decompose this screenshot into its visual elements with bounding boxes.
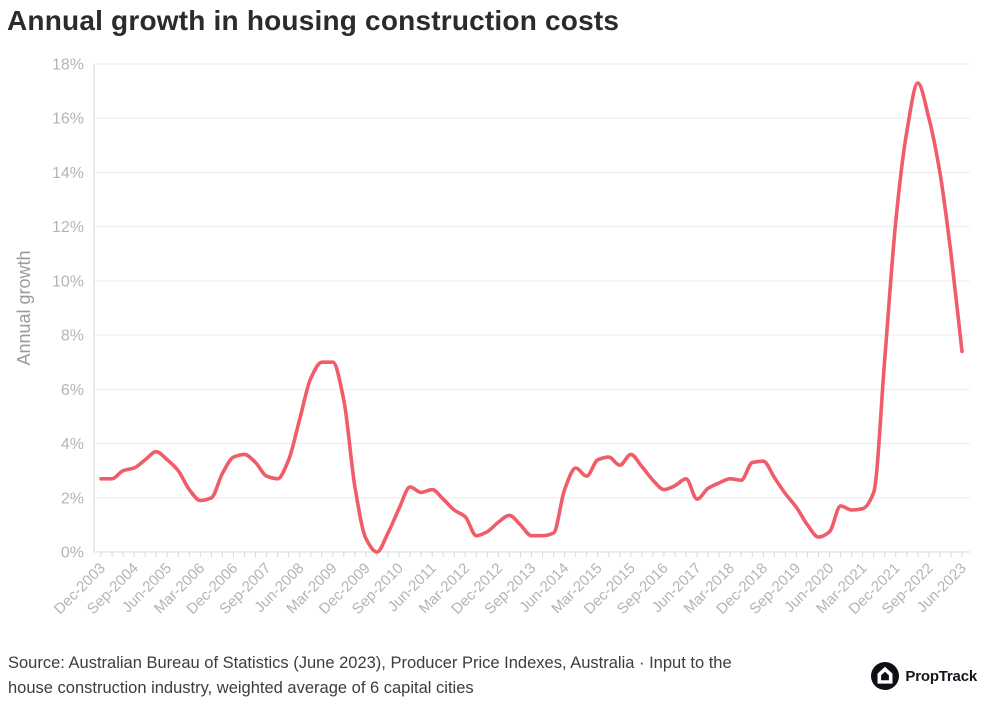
page-title: Annual growth in housing construction co… [7,5,620,36]
source-line-2: house construction industry, weighted av… [8,679,474,697]
y-tick-label: 6% [61,382,84,399]
y-tick-label: 8% [61,328,84,345]
y-tick-label: 4% [61,436,84,453]
y-tick-label: 12% [52,219,84,236]
proptrack-logo: PropTrack [871,662,977,690]
growth-line-series [99,81,964,554]
source-line-1: Source: Australian Bureau of Statistics … [8,654,732,672]
y-tick-label: 0% [61,545,84,562]
footer: Source: Australian Bureau of Statistics … [8,648,989,707]
y-tick-label: 10% [52,273,84,290]
proptrack-house-icon [871,662,900,690]
y-axis-title: Annual growth [14,250,34,365]
y-tick-label: 16% [52,111,84,128]
y-tick-label: 18% [52,57,84,74]
y-tick-label: 2% [61,490,84,507]
growth-line-chart: 0%2%4%6%8%10%12%14%16%18%Dec-2003Sep-200… [14,57,970,618]
y-tick-label: 14% [52,165,84,182]
brand-name: PropTrack [905,667,977,685]
source-text: Source: Australian Bureau of Statistics … [8,651,888,701]
